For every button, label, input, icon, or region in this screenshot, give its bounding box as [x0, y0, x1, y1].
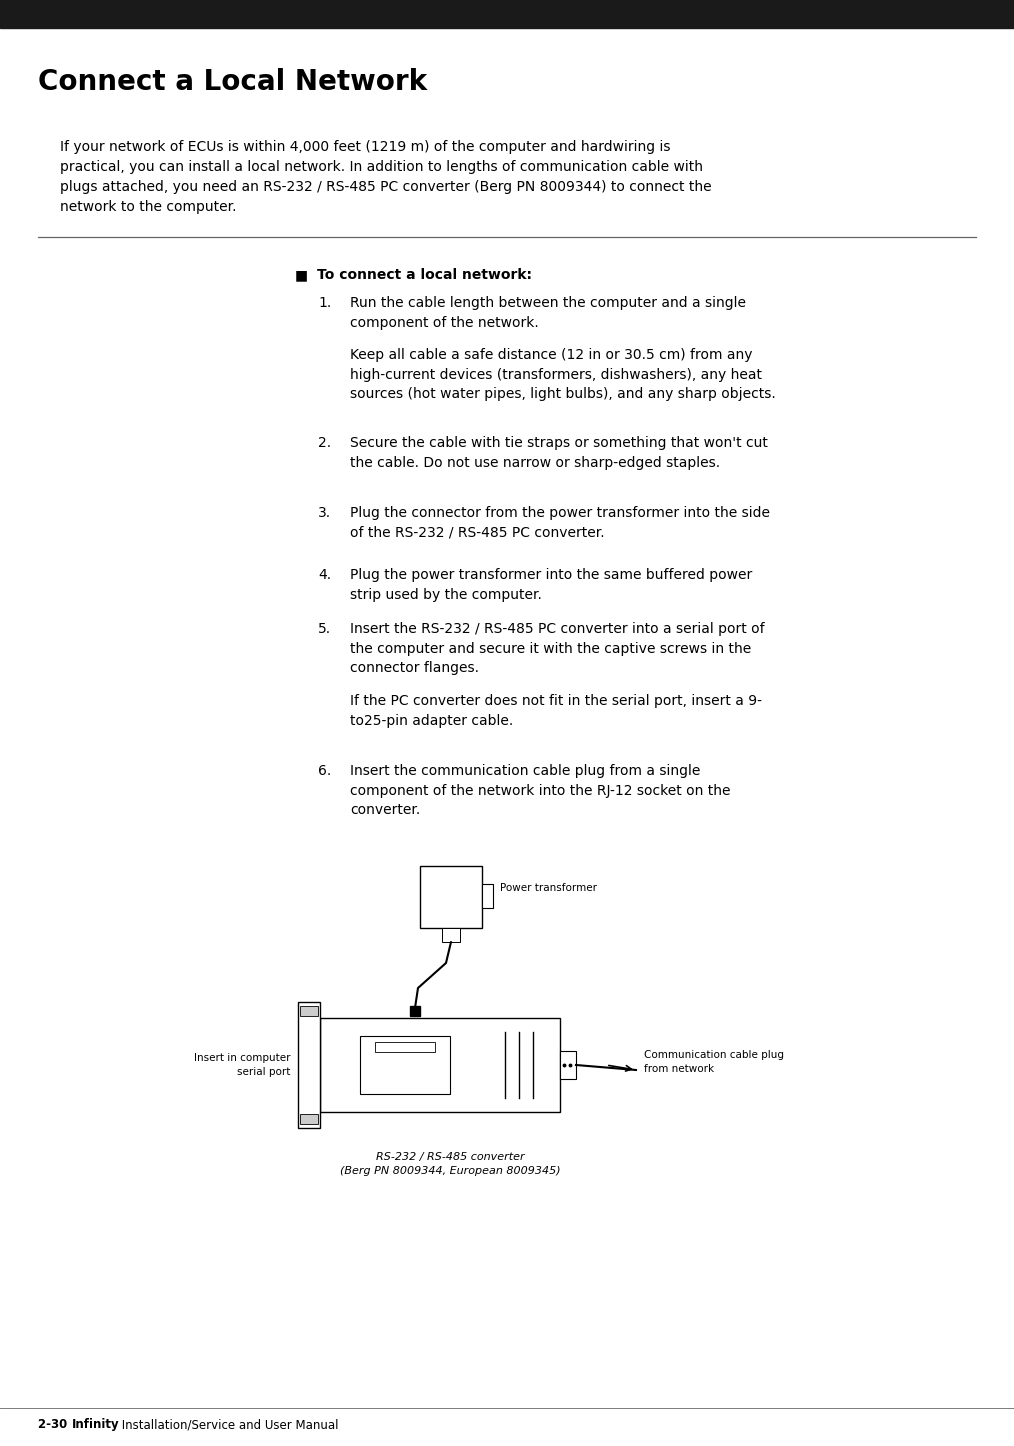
Bar [0, 0, 1014, 27]
Text: Communication cable plug
from network: Communication cable plug from network [644, 1050, 784, 1073]
Text: To connect a local network:: To connect a local network: [317, 268, 532, 282]
Bar [298, 1002, 320, 1128]
Text: Insert in computer
serial port: Insert in computer serial port [194, 1053, 290, 1077]
Text: Power transformer: Power transformer [500, 882, 597, 892]
Bar [560, 1051, 576, 1079]
Text: Plug the connector from the power transformer into the side
of the RS-232 / RS-4: Plug the connector from the power transf… [350, 506, 770, 539]
Text: Installation/Service and User Manual: Installation/Service and User Manual [118, 1419, 339, 1432]
Text: Plug the power transformer into the same buffered power
strip used by the comput: Plug the power transformer into the same… [350, 568, 752, 602]
Bar [360, 1035, 450, 1095]
Text: ■: ■ [295, 268, 308, 282]
Text: 6.: 6. [318, 763, 332, 778]
Bar [375, 1043, 435, 1053]
Bar [320, 1018, 560, 1112]
Bar [410, 1006, 420, 1017]
Text: Insert the RS-232 / RS-485 PC converter into a serial port of
the computer and s: Insert the RS-232 / RS-485 PC converter … [350, 622, 765, 675]
Text: RS-232 / RS-485 converter
(Berg PN 8009344, European 8009345): RS-232 / RS-485 converter (Berg PN 80093… [340, 1152, 561, 1176]
Text: 5.: 5. [318, 622, 332, 636]
Bar [442, 928, 460, 941]
Bar [420, 866, 482, 928]
Text: 2.: 2. [318, 437, 332, 450]
Text: Connect a Local Network: Connect a Local Network [38, 68, 427, 95]
Text: If your network of ECUs is within 4,000 feet (1219 m) of the computer and hardwi: If your network of ECUs is within 4,000 … [60, 140, 712, 214]
Text: 3.: 3. [318, 506, 332, 521]
Text: Run the cable length between the computer and a single
component of the network.: Run the cable length between the compute… [350, 296, 746, 330]
Text: Infinity: Infinity [72, 1419, 120, 1432]
Text: If the PC converter does not fit in the serial port, insert a 9-
to25-pin adapte: If the PC converter does not fit in the … [350, 694, 762, 727]
Text: 1.: 1. [318, 296, 332, 309]
Text: Keep all cable a safe distance (12 in or 30.5 cm) from any
high-current devices : Keep all cable a safe distance (12 in or… [350, 348, 776, 401]
Text: 4.: 4. [318, 568, 332, 581]
Bar [482, 884, 493, 908]
Text: Insert the communication cable plug from a single
component of the network into : Insert the communication cable plug from… [350, 763, 730, 817]
Text: 2-30: 2-30 [38, 1419, 75, 1432]
Text: Secure the cable with tie straps or something that won't cut
the cable. Do not u: Secure the cable with tie straps or some… [350, 437, 768, 470]
Bar [300, 1006, 318, 1017]
Bar [300, 1113, 318, 1124]
